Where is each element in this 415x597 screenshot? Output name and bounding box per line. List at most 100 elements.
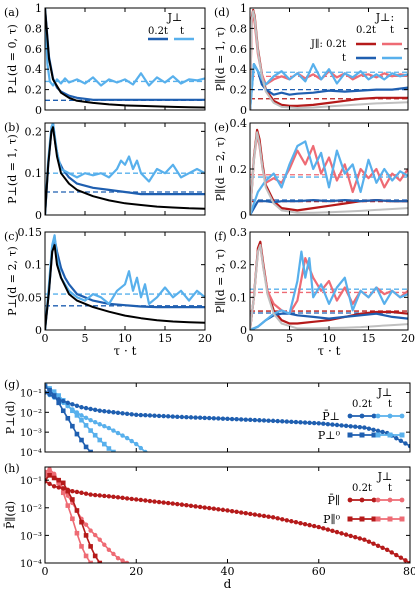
data-point (83, 415, 89, 420)
data-point (51, 484, 57, 489)
data-point (398, 438, 404, 444)
panel-label: (f) (214, 230, 227, 243)
y-tick-label: 0.6 (25, 43, 43, 56)
data-point (389, 550, 394, 555)
data-point (225, 508, 230, 513)
data-point (79, 417, 84, 423)
data-point (353, 534, 358, 540)
data-point (47, 481, 52, 487)
y-tick-label: 1 (240, 2, 247, 15)
data-point (407, 560, 410, 563)
y-axis-label: P∥(d = 1, τ) (214, 27, 227, 91)
data-point (266, 418, 271, 423)
data-point (88, 544, 93, 549)
y-tick-label: 0 (240, 104, 247, 117)
data-point (284, 518, 290, 523)
legend-marker (375, 413, 381, 419)
data-point (152, 413, 157, 418)
data-point (175, 414, 180, 419)
data-point (138, 445, 144, 451)
legend-marker (387, 497, 393, 503)
legend-title: J⊥ (377, 386, 393, 399)
data-point (316, 421, 321, 426)
data-point (307, 522, 312, 528)
legend-marker (375, 516, 381, 522)
data-point (56, 400, 61, 406)
data-point (252, 417, 258, 423)
data-point (97, 437, 103, 443)
legend-row-label: P⊥⁰ (318, 429, 341, 442)
series-line (250, 199, 408, 215)
legend-marker (359, 516, 365, 522)
legend-marker (399, 497, 405, 503)
x-tick-label: 5 (82, 332, 89, 345)
data-point (120, 558, 125, 563)
legend-marker (387, 516, 393, 522)
series-line (45, 8, 205, 109)
legend-label: 0.2t (148, 26, 168, 37)
data-point (47, 469, 52, 475)
data-point (70, 408, 75, 414)
legend-marker (359, 432, 365, 438)
data-point (225, 416, 230, 422)
data-point (65, 403, 71, 408)
data-point (403, 558, 408, 563)
data-point (134, 441, 139, 447)
legend-marker (371, 413, 377, 419)
data-point (234, 417, 239, 422)
data-point (120, 433, 125, 438)
data-point (229, 508, 235, 514)
panel-label: (h) (4, 462, 20, 475)
legend-marker (371, 516, 377, 522)
data-point (70, 402, 75, 407)
y-tick-label: 0 (35, 104, 42, 117)
data-point (88, 406, 93, 412)
data-point (106, 494, 112, 499)
legend-label: t (388, 483, 392, 494)
legend-label: 0.2t (352, 399, 372, 410)
x-tick-label: 10 (322, 332, 336, 345)
panel-label: (b) (4, 121, 20, 134)
legend-marker (347, 516, 353, 522)
data-point (316, 524, 321, 530)
data-point (248, 511, 253, 517)
x-axis-label: τ · t (318, 344, 341, 358)
data-point (47, 387, 52, 393)
panel-label: (e) (214, 121, 229, 134)
data-point (92, 432, 98, 438)
data-point (45, 473, 48, 478)
data-point (380, 429, 385, 435)
series-line (45, 8, 205, 87)
data-point (188, 415, 194, 420)
data-point (97, 560, 103, 563)
data-point (179, 414, 185, 420)
y-tick-label: 0.1 (25, 259, 43, 272)
data-point (375, 543, 381, 548)
data-point (97, 422, 102, 427)
data-point (143, 449, 148, 452)
y-axis-label: P⊥(d = 2, τ) (6, 246, 19, 316)
data-point (165, 500, 171, 506)
data-point (261, 418, 267, 423)
data-point (102, 409, 107, 414)
plot-area (250, 8, 408, 110)
panel-f (249, 231, 409, 331)
data-point (56, 397, 61, 402)
y-axis-label: P̄∥(d) (4, 501, 17, 529)
legend-marker (387, 432, 393, 438)
series-line (45, 123, 205, 215)
data-point (188, 503, 194, 509)
data-point (357, 424, 363, 430)
data-point (102, 493, 107, 499)
data-point (357, 536, 363, 541)
legend-marker (371, 497, 377, 503)
series-line (250, 244, 408, 330)
legend-marker (375, 497, 381, 503)
data-point (261, 513, 267, 519)
y-tick-label: 0.3 (230, 226, 248, 239)
data-point (129, 412, 134, 417)
data-point (74, 489, 80, 495)
data-point (92, 532, 98, 538)
data-point (293, 520, 299, 525)
data-point (79, 405, 84, 410)
